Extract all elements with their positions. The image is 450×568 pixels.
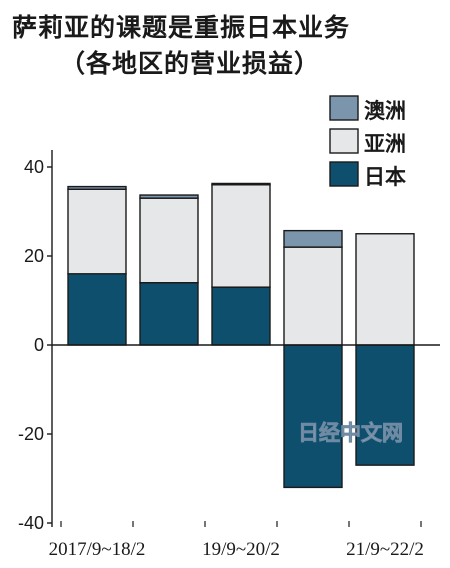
bar-australia-1 — [139, 194, 199, 199]
y-tick-label: -20 — [18, 424, 44, 444]
legend-label: 亚洲 — [364, 132, 406, 156]
x-tick-label: 19/9~20/2 — [202, 539, 280, 560]
bar-asia-4 — [355, 233, 415, 346]
chart-subtitle: （各地区的营业损益） — [60, 49, 321, 78]
bar-japan-1 — [139, 282, 199, 346]
y-tick-label: 40 — [24, 157, 44, 177]
bar-asia-3 — [283, 246, 343, 346]
legend-swatch-australia — [329, 95, 359, 121]
legend-label: 日本 — [364, 165, 406, 189]
bar-asia-0 — [67, 188, 127, 275]
watermark-text: 日经中文网 — [298, 421, 403, 445]
legend-label: 澳洲 — [364, 99, 406, 123]
x-tick-label: 2017/9~18/2 — [49, 539, 146, 560]
x-tick-label: 21/9~22/2 — [346, 539, 424, 560]
y-tick-label: 0 — [34, 335, 44, 355]
chart-title: 萨莉亚的课题是重振日本业务 — [12, 13, 351, 42]
bar-japan-2 — [211, 286, 271, 346]
legend-swatch-asia — [329, 128, 359, 154]
bar-japan-4 — [355, 344, 415, 466]
legend-swatch-japan — [329, 161, 359, 187]
bar-australia-3 — [283, 229, 343, 248]
y-tick-label: 20 — [24, 246, 44, 266]
bar-japan-0 — [67, 273, 127, 346]
bar-asia-2 — [211, 184, 271, 288]
y-tick-label: -40 — [18, 513, 44, 533]
bar-asia-1 — [139, 197, 199, 284]
bar-australia-2 — [211, 182, 271, 186]
bar-japan-3 — [283, 344, 343, 489]
bar-australia-0 — [67, 185, 127, 190]
